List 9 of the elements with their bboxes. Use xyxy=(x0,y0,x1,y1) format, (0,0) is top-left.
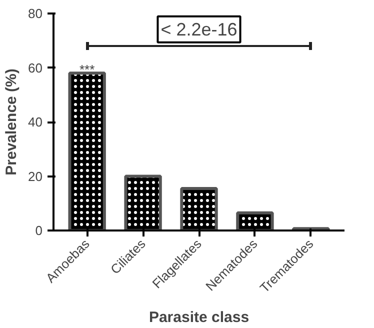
annotation: *** xyxy=(79,62,95,78)
y-tick-label: 20 xyxy=(28,168,43,184)
y-axis-title: Prevalence (%) xyxy=(3,68,20,176)
y-tick-label: 40 xyxy=(28,114,43,130)
x-axis-title: Parasite class xyxy=(148,308,250,326)
y-tick-label: 80 xyxy=(28,6,43,21)
y-tick-label: 60 xyxy=(28,60,43,76)
annotation: < 2.2e-16 xyxy=(160,19,238,40)
y-tick-label: 0 xyxy=(35,223,43,238)
